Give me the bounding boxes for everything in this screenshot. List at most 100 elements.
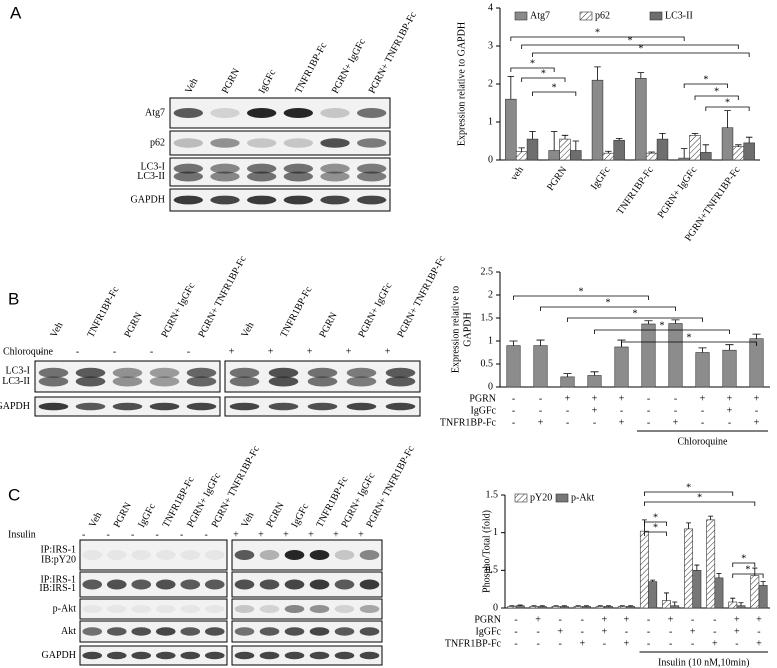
error-bar	[563, 373, 572, 377]
condition-sign: -	[625, 626, 628, 637]
significance-label: *	[579, 286, 584, 297]
band	[284, 627, 305, 636]
legend-label: p62	[595, 10, 610, 21]
band	[346, 367, 377, 378]
band	[357, 163, 387, 174]
significance-bracket	[694, 95, 739, 100]
lane-label: PGRN+ IgGFc	[159, 281, 197, 340]
error-bar	[659, 133, 666, 140]
error-bar	[672, 601, 678, 606]
band	[359, 550, 380, 560]
error-bar	[553, 605, 559, 607]
condition-label: PGRN	[474, 614, 501, 625]
band	[131, 550, 152, 560]
band	[173, 163, 203, 174]
condition-sign: +	[602, 614, 608, 625]
y-tick-label: 1	[493, 527, 498, 538]
condition-sign: +	[727, 405, 733, 416]
condition-sign: +	[592, 405, 598, 416]
legend-swatch	[555, 493, 569, 503]
bar	[617, 606, 627, 609]
treatment-label: Insulin	[8, 529, 36, 540]
treatment-sign: +	[385, 346, 391, 357]
band	[204, 550, 225, 560]
significance-bracket	[532, 52, 750, 57]
row-label: LC3-I	[141, 162, 165, 173]
legend-swatch	[514, 11, 528, 21]
lane-label: PGRN	[317, 311, 339, 340]
band	[82, 550, 103, 560]
y-tick-label: 1.5	[481, 312, 494, 323]
y-axis-label: Expression relative to GAPDH	[456, 22, 467, 146]
row-label: GAPDH	[0, 401, 30, 412]
band	[210, 195, 240, 205]
error-bar	[590, 371, 599, 376]
lane-label: Veh	[239, 511, 256, 530]
band	[131, 627, 152, 636]
y-tick-label: 0.5	[486, 565, 499, 576]
bar	[668, 323, 683, 388]
band	[359, 579, 380, 590]
significance-label: *	[697, 492, 702, 503]
row-label: LC3-I	[6, 366, 30, 377]
significance-bracket	[532, 91, 577, 96]
bar	[604, 606, 613, 609]
band	[186, 402, 217, 411]
condition-sign: -	[757, 626, 760, 637]
condition-sign: +	[592, 393, 598, 404]
band	[106, 550, 127, 560]
blot-frame	[79, 539, 228, 571]
band	[359, 605, 380, 613]
band	[334, 550, 355, 560]
band	[204, 627, 225, 636]
bar	[526, 138, 539, 161]
band	[112, 376, 143, 387]
error-bar	[644, 320, 653, 324]
row-label: IP:IRS-1	[40, 544, 76, 555]
lane-label: PGRN+ IgGFc	[330, 37, 368, 96]
lane-label: PGRN	[112, 501, 134, 530]
row-label: IB:IRS-1	[39, 583, 76, 594]
lane-label: TNFR1BP-Fc	[293, 40, 329, 95]
significance-label: *	[541, 68, 546, 79]
bar	[515, 605, 525, 609]
condition-sign: +	[754, 393, 760, 404]
bar	[560, 376, 575, 388]
band	[234, 579, 255, 590]
condition-sign: -	[647, 638, 650, 649]
band	[131, 651, 152, 660]
condition-sign: +	[754, 417, 760, 428]
band	[334, 579, 355, 590]
band	[82, 605, 103, 613]
bar	[537, 606, 547, 609]
band	[357, 138, 387, 148]
error-bar	[702, 144, 710, 153]
band	[268, 376, 299, 387]
bar	[591, 79, 604, 161]
blot-frame	[224, 360, 421, 393]
bar	[758, 585, 768, 609]
condition-sign: -	[512, 393, 515, 404]
significance-bracket	[644, 531, 667, 536]
significance-bracket	[521, 44, 739, 49]
band	[210, 108, 240, 118]
row-label: IB:pY20	[41, 554, 76, 565]
bar	[639, 530, 649, 609]
error-bar	[735, 144, 742, 147]
panel-label: C	[8, 485, 20, 504]
band	[284, 651, 305, 660]
band	[180, 605, 201, 613]
treatment-sign: -	[76, 346, 79, 357]
error-bar	[730, 597, 736, 602]
band	[385, 376, 416, 387]
row-label: p62	[150, 137, 165, 148]
treatment-sign: +	[307, 346, 313, 357]
error-bar	[561, 605, 567, 607]
band	[180, 579, 201, 590]
band	[38, 367, 69, 378]
error-bar	[517, 604, 523, 606]
band	[259, 627, 280, 636]
legend-swatch	[579, 11, 593, 21]
legend-label: Atg7	[530, 10, 550, 21]
band	[229, 376, 260, 387]
